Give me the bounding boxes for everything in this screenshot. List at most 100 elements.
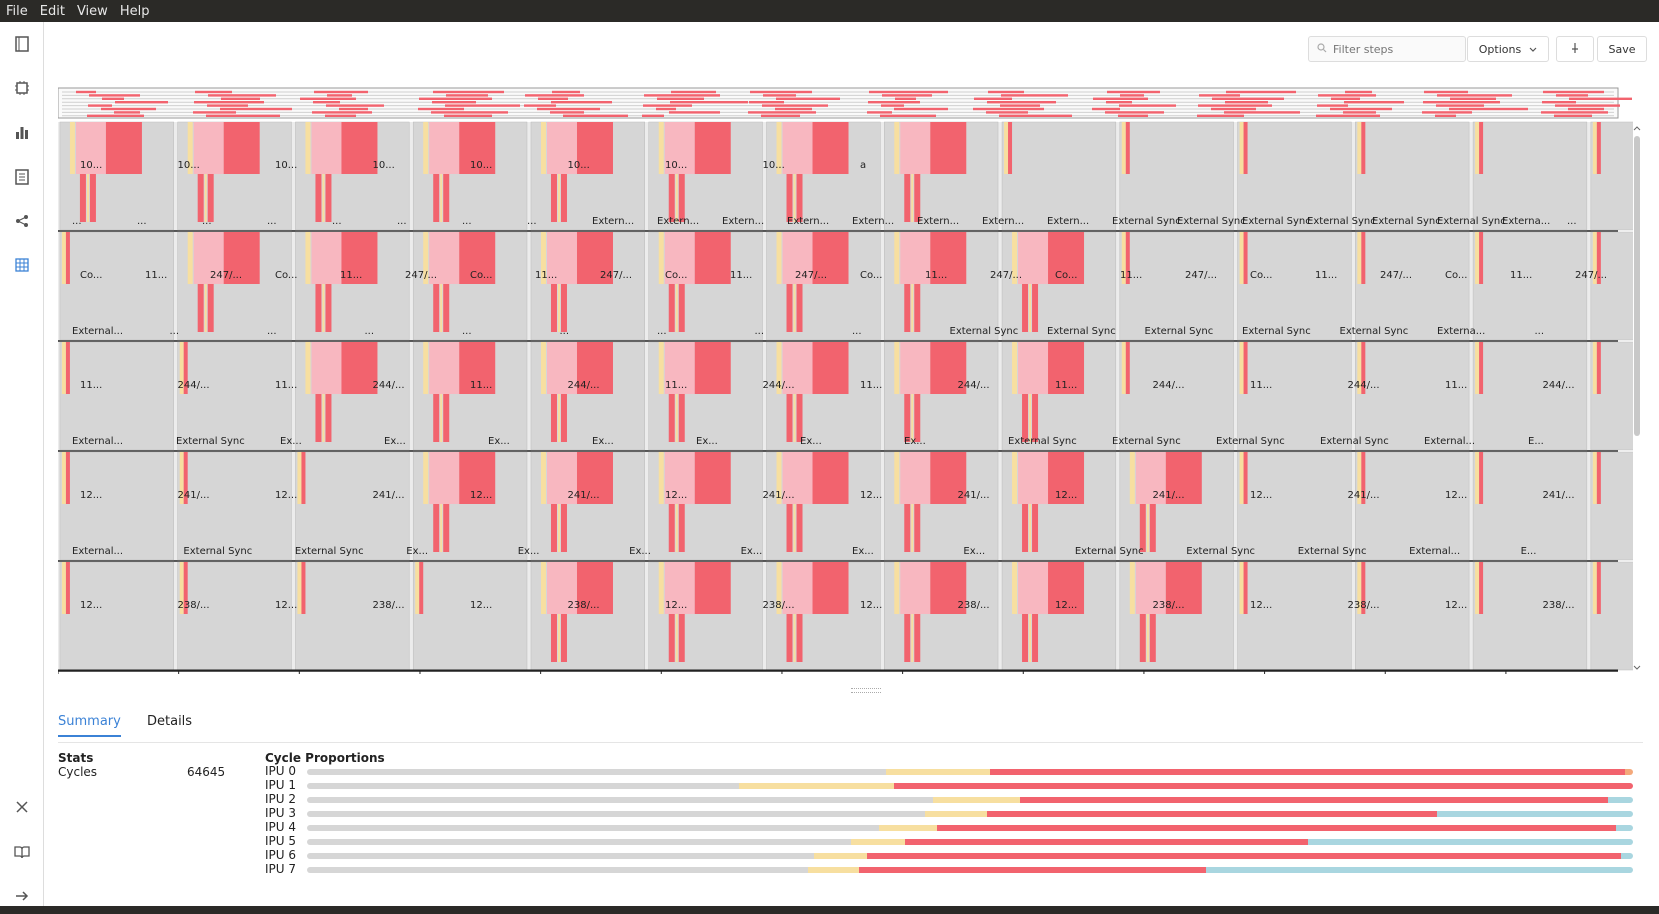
step-label: External Sync — [1372, 216, 1441, 227]
save-button[interactable]: Save — [1597, 36, 1647, 62]
compute-sub-block — [443, 504, 450, 552]
ipu-proportion-bar[interactable] — [307, 769, 1633, 775]
compute-sub-block — [796, 614, 803, 662]
sync-mark — [179, 342, 184, 394]
ipu-label: IPU 2 — [265, 792, 297, 806]
document-icon[interactable] — [12, 34, 32, 54]
ipu-proportion-bar[interactable] — [307, 811, 1633, 817]
ipu-proportion-bar[interactable] — [307, 853, 1633, 859]
overview-segment — [974, 97, 1012, 100]
compute-mark — [1361, 342, 1366, 394]
overview-segment — [1543, 90, 1604, 94]
sync-mark — [1592, 122, 1597, 174]
compute-light-block — [1018, 562, 1049, 614]
overview-segment — [1331, 97, 1360, 100]
filter-steps-input[interactable] — [1331, 41, 1455, 57]
execution-trace-timeline[interactable]: 10... 10... 10... 10... 10... 10... 10... 10...… — [55, 86, 1659, 687]
timeline-vertical-scrollbar[interactable] — [1632, 126, 1642, 676]
compute-light-block — [782, 122, 813, 174]
ipu-row: IPU 4 — [265, 821, 1645, 834]
exchange-block — [1472, 341, 1588, 451]
panel-resize-handle[interactable] — [851, 688, 881, 693]
sync-mark — [1357, 342, 1362, 394]
compute-sub-block — [678, 504, 685, 552]
sync-mark — [776, 452, 782, 504]
overview-segment — [1343, 111, 1376, 114]
overview-segment — [761, 114, 800, 117]
compute-light-block — [193, 232, 224, 284]
overview-segment — [1198, 104, 1272, 107]
bar-chart-icon[interactable] — [12, 122, 32, 142]
ipu-label: IPU 5 — [265, 834, 297, 848]
compute-light-block — [1018, 452, 1049, 504]
menu-edit[interactable]: Edit — [39, 3, 65, 19]
close-icon[interactable] — [12, 797, 32, 817]
filter-steps-field[interactable] — [1308, 36, 1466, 62]
overview-segment — [669, 111, 720, 114]
compute-sub-block — [433, 174, 440, 222]
compute-block — [576, 562, 613, 614]
sync-mark — [1129, 562, 1135, 614]
compute-sub-block — [315, 394, 322, 442]
ipu-proportion-bar[interactable] — [307, 797, 1633, 803]
sync-sub-mark — [911, 394, 914, 442]
ipu-row: IPU 5 — [265, 835, 1645, 848]
chip-icon[interactable] — [12, 78, 32, 98]
exchange-block — [1472, 121, 1588, 231]
ipu-proportion-bar[interactable] — [307, 783, 1633, 789]
proportion-segment-sync — [850, 839, 906, 845]
step-label: 238/... — [763, 600, 795, 611]
ipu-proportion-bar[interactable] — [307, 825, 1633, 831]
exchange-block — [1472, 561, 1588, 671]
step-label: External Sync — [183, 546, 252, 557]
page-icon[interactable] — [12, 167, 32, 187]
step-label: Ex... — [741, 546, 763, 557]
pin-button[interactable] — [1556, 36, 1594, 62]
menu-view[interactable]: View — [76, 3, 108, 19]
step-label: 12... — [1445, 490, 1467, 501]
step-label: E... — [1521, 546, 1537, 557]
menu-help[interactable]: Help — [119, 3, 150, 19]
compute-sub-block — [325, 174, 332, 222]
share-icon[interactable] — [12, 211, 32, 231]
sync-sub-mark — [1029, 504, 1032, 552]
overview-segment — [418, 107, 464, 111]
grid-icon[interactable] — [12, 255, 32, 275]
step-label: 12... — [1250, 490, 1272, 501]
overview-segment — [1569, 97, 1632, 100]
step-label: 247/... — [600, 270, 632, 281]
compute-light-block — [900, 342, 931, 394]
sync-mark — [1475, 122, 1480, 174]
book-icon[interactable] — [12, 842, 32, 862]
step-label: 11... — [1120, 270, 1142, 281]
overview-segment — [988, 90, 1024, 94]
step-label: External Sync — [1340, 326, 1409, 337]
proportion-segment-sync — [924, 811, 988, 817]
arrow-right-icon[interactable] — [12, 886, 32, 906]
overview-segment — [537, 107, 600, 111]
ipu-label: IPU 7 — [265, 862, 297, 876]
options-button[interactable]: Options — [1467, 36, 1549, 62]
tab-details[interactable]: Details — [147, 714, 193, 729]
sync-mark — [69, 122, 75, 174]
ipu-proportion-bar[interactable] — [307, 867, 1633, 873]
step-label: Ex... — [963, 546, 985, 557]
compute-light-block — [546, 452, 577, 504]
step-label: 241/... — [1543, 490, 1575, 501]
compute-sub-block — [443, 174, 450, 222]
overview-segment — [207, 104, 248, 107]
stats-title: Stats — [58, 751, 94, 765]
compute-block — [105, 122, 142, 174]
compute-light-block — [311, 122, 342, 174]
overview-segment — [1001, 94, 1068, 97]
sync-sub-mark — [1146, 614, 1149, 662]
sync-mark — [1592, 562, 1597, 614]
menu-file[interactable]: File — [6, 3, 28, 19]
step-label: 241/... — [1153, 490, 1185, 501]
compute-light-block — [782, 232, 813, 284]
overview-segment — [89, 94, 140, 97]
compute-mark — [65, 562, 70, 614]
compute-block — [223, 232, 260, 284]
tab-summary[interactable]: Summary — [58, 714, 121, 737]
ipu-proportion-bar[interactable] — [307, 839, 1633, 845]
